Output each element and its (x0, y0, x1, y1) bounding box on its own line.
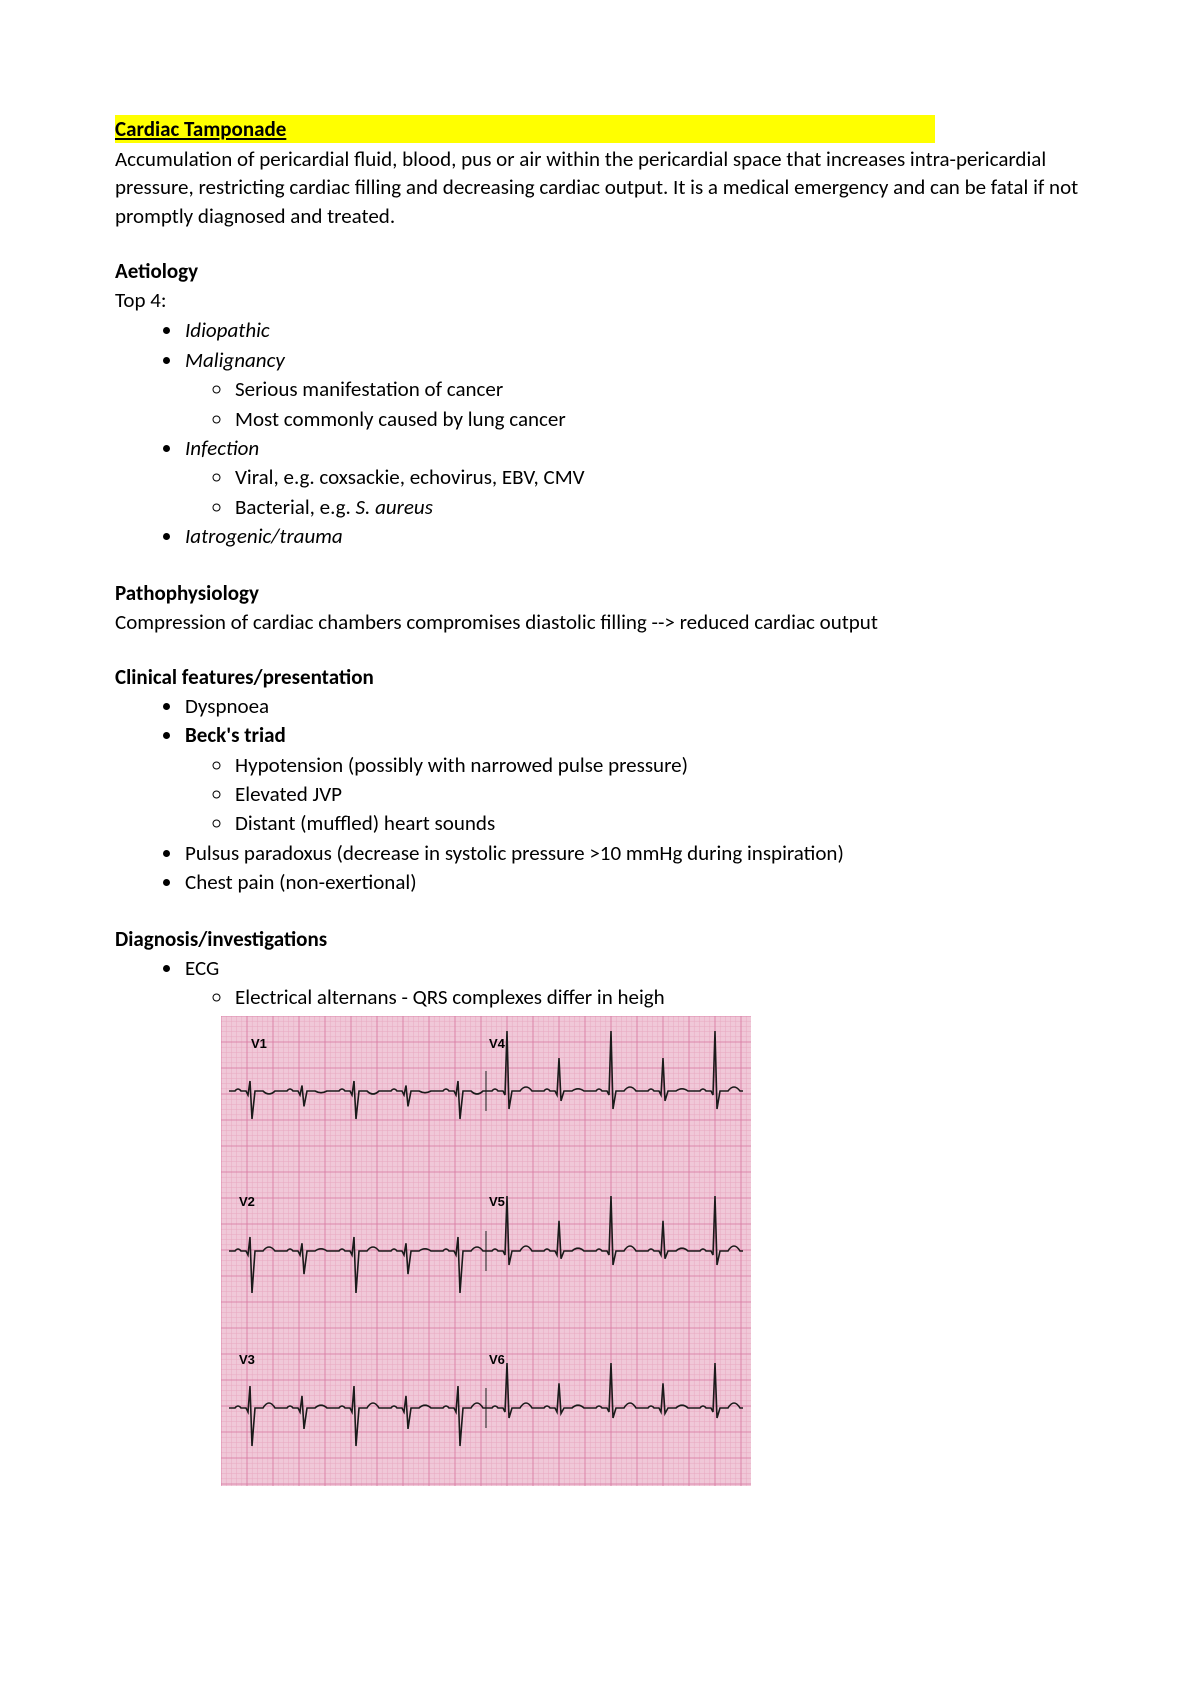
list-item: Viral, e.g. coxsackie, echovirus, EBV, C… (233, 463, 1085, 492)
list-item: Beck's triad Hypotension (possibly with n… (183, 721, 1085, 839)
list-item-label: Iatrogenic/trauma (185, 523, 343, 549)
aetiology-heading: Aetiology (115, 258, 1085, 284)
list-item: ECG Electrical alternans - QRS complexes… (183, 954, 1085, 1013)
diag-sub: Electrical alternans - QRS complexes dif… (235, 984, 665, 1010)
aetiology-list: Idiopathic MalignancySerious manifestatio… (115, 316, 1085, 551)
list-item-label: Beck's triad (185, 722, 286, 748)
ecg-lead-label: V3 (239, 1352, 255, 1367)
ecg-svg: V1 V2 V3 V4 V5 V6 (221, 1016, 751, 1486)
list-item-label: Chest pain (non-exertional) (185, 869, 417, 895)
clinical-list: Dyspnoea Beck's triad Hypotension (possibl… (115, 692, 1085, 898)
list-item: Dyspnoea (183, 692, 1085, 721)
list-item: Idiopathic (183, 316, 1085, 345)
patho-heading: Pathophysiology (115, 580, 1085, 606)
list-item-label: Infection (185, 435, 259, 461)
ecg-lead-label: V6 (489, 1352, 505, 1367)
list-item-label: Pulsus paradoxus (decrease in systolic p… (185, 840, 844, 866)
list-item: Electrical alternans - QRS complexes dif… (233, 983, 1085, 1012)
list-item-label: Idiopathic (185, 317, 270, 343)
list-item: Bacterial, e.g. S. aureus (233, 493, 1085, 522)
list-item: Iatrogenic/trauma (183, 522, 1085, 551)
ecg-lead-label: V1 (251, 1036, 267, 1051)
list-item: Serious manifestation of cancer (233, 375, 1085, 404)
ecg-lead-label: V5 (489, 1194, 505, 1209)
intro-paragraph: Accumulation of pericardial fluid, blood… (115, 145, 1085, 230)
list-item: Pulsus paradoxus (decrease in systolic p… (183, 839, 1085, 868)
list-item: Hypotension (possibly with narrowed puls… (233, 751, 1085, 780)
diag-item: ECG (185, 955, 219, 981)
list-item: Distant (muffled) heart sounds (233, 809, 1085, 838)
ecg-figure: V1 V2 V3 V4 V5 V6 (221, 1016, 1085, 1486)
list-item-label: Malignancy (185, 347, 285, 373)
diag-heading: Diagnosis/investigations (115, 926, 1085, 952)
patho-text: Compression of cardiac chambers compromi… (115, 608, 1085, 636)
list-item: InfectionViral, e.g. coxsackie, echoviru… (183, 434, 1085, 522)
list-item: Chest pain (non-exertional) (183, 868, 1085, 897)
list-item: Most commonly caused by lung cancer (233, 405, 1085, 434)
clinical-heading: Clinical features/presentation (115, 664, 1085, 690)
list-item: MalignancySerious manifestation of cance… (183, 346, 1085, 434)
page-title: Cardiac Tamponade (115, 115, 935, 143)
list-item: Elevated JVP (233, 780, 1085, 809)
ecg-lead-label: V2 (239, 1194, 255, 1209)
document-page: Cardiac Tamponade Accumulation of perica… (0, 0, 1200, 1698)
ecg-lead-label: V4 (489, 1036, 506, 1051)
list-item-label: Dyspnoea (185, 693, 269, 719)
aetiology-lead: Top 4: (115, 286, 1085, 314)
diag-list: ECG Electrical alternans - QRS complexes… (115, 954, 1085, 1013)
